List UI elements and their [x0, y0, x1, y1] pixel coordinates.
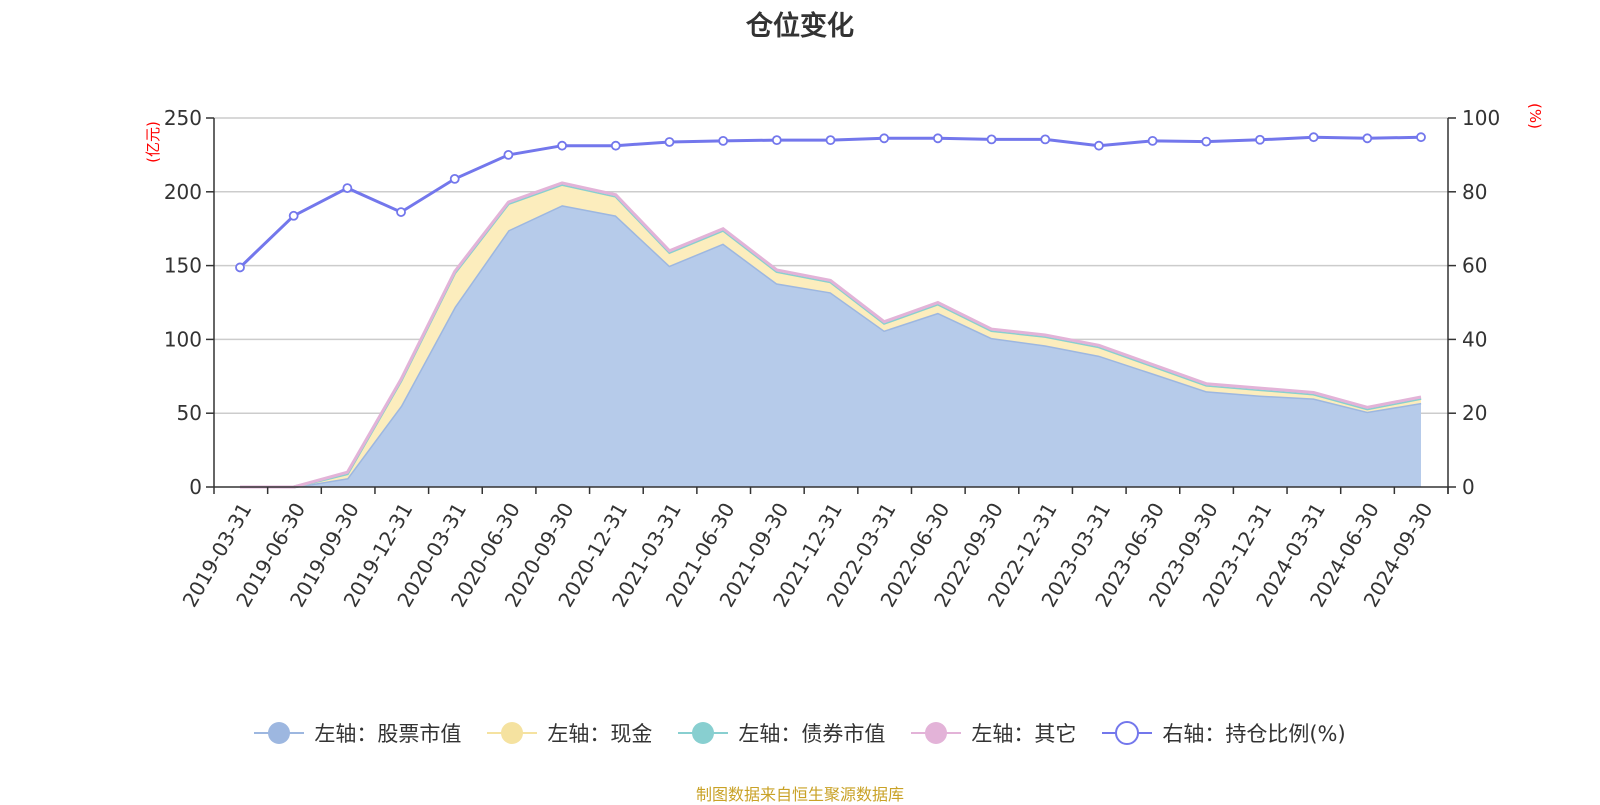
- ratio-point: [986, 134, 997, 145]
- left-tick-label: 200: [164, 180, 202, 204]
- ratio-line-path: [238, 135, 1422, 269]
- left-axis-unit: (亿元): [144, 121, 162, 163]
- legend-swatch-icon: [254, 722, 305, 744]
- ratio-point: [342, 183, 353, 194]
- legend-swatch-dot: [268, 722, 291, 744]
- right-tick-label: 20: [1462, 401, 1487, 425]
- legend-swatch-dot: [925, 722, 948, 744]
- ratio-point: [503, 149, 514, 160]
- left-tick-label: 50: [177, 401, 202, 425]
- legend-swatch-icon: [1102, 721, 1153, 745]
- ratio-point: [1255, 134, 1265, 145]
- left-tick-label: 100: [164, 327, 202, 351]
- right-tick-label: 0: [1462, 475, 1475, 499]
- legend-label: 左轴：债券市值: [738, 722, 886, 746]
- ratio-point: [932, 133, 943, 144]
- legend-item-2[interactable]: 左轴：债券市值: [678, 718, 885, 748]
- ratio-point: [664, 137, 675, 147]
- ratio-point: [235, 262, 245, 273]
- legend-label: 左轴：其它: [971, 722, 1077, 746]
- stacked-areas: [240, 181, 1422, 489]
- legend-label: 右轴：持仓比例(%): [1162, 722, 1346, 746]
- legend-swatch-dot: [501, 722, 524, 744]
- ratio-point: [771, 135, 782, 146]
- ratio-point: [557, 140, 567, 151]
- ratio-point: [718, 135, 729, 146]
- right-tick-label: 40: [1462, 327, 1487, 351]
- position-ratio-line: [235, 132, 1426, 273]
- ratio-point: [1308, 132, 1319, 143]
- ratio-point: [825, 135, 836, 146]
- ratio-point: [879, 133, 890, 144]
- legend-item-1[interactable]: 左轴：现金: [487, 718, 652, 748]
- legend-item-3[interactable]: 左轴：其它: [911, 718, 1076, 748]
- legend-swatch-icon: [678, 722, 729, 744]
- ratio-point: [449, 173, 460, 184]
- source-note: 制图数据来自恒生聚源数据库: [695, 785, 904, 804]
- legend-swatch-icon: [911, 722, 962, 744]
- ratio-point: [1416, 132, 1426, 143]
- ratio-point: [1094, 140, 1104, 151]
- ratio-point: [610, 140, 621, 151]
- ratio-point: [1201, 136, 1212, 147]
- ratio-point: [1147, 135, 1158, 146]
- ratio-point: [1362, 133, 1373, 144]
- legend-label: 左轴：现金: [547, 722, 653, 746]
- left-tick-label: 0: [189, 475, 202, 499]
- legend-item-0[interactable]: 左轴：股票市值: [254, 718, 461, 748]
- area-series-line-3: [240, 181, 1422, 489]
- ratio-point: [1040, 134, 1051, 145]
- left-tick-label: 150: [164, 254, 202, 278]
- ratio-point: [288, 210, 299, 221]
- legend-label: 左轴：股票市值: [314, 722, 462, 746]
- area-series-0: [240, 205, 1421, 487]
- right-tick-label: 80: [1462, 180, 1487, 204]
- right-tick-label: 60: [1462, 254, 1487, 278]
- legend-swatch-dot: [692, 722, 715, 744]
- ratio-point: [396, 207, 406, 217]
- legend-item-4[interactable]: 右轴：持仓比例(%): [1102, 718, 1346, 748]
- right-tick-label: 100: [1462, 106, 1500, 130]
- right-axis-unit: (%): [1526, 103, 1544, 129]
- chart-legend: 左轴：股票市值 左轴：现金 左轴：债券市值 左轴：其它 右轴：持仓比例(%): [0, 718, 1600, 748]
- left-tick-label: 250: [164, 106, 202, 130]
- legend-swatch-icon: [487, 722, 538, 744]
- legend-swatch-dot: [1115, 721, 1140, 745]
- chart-title: 仓位变化: [746, 11, 854, 42]
